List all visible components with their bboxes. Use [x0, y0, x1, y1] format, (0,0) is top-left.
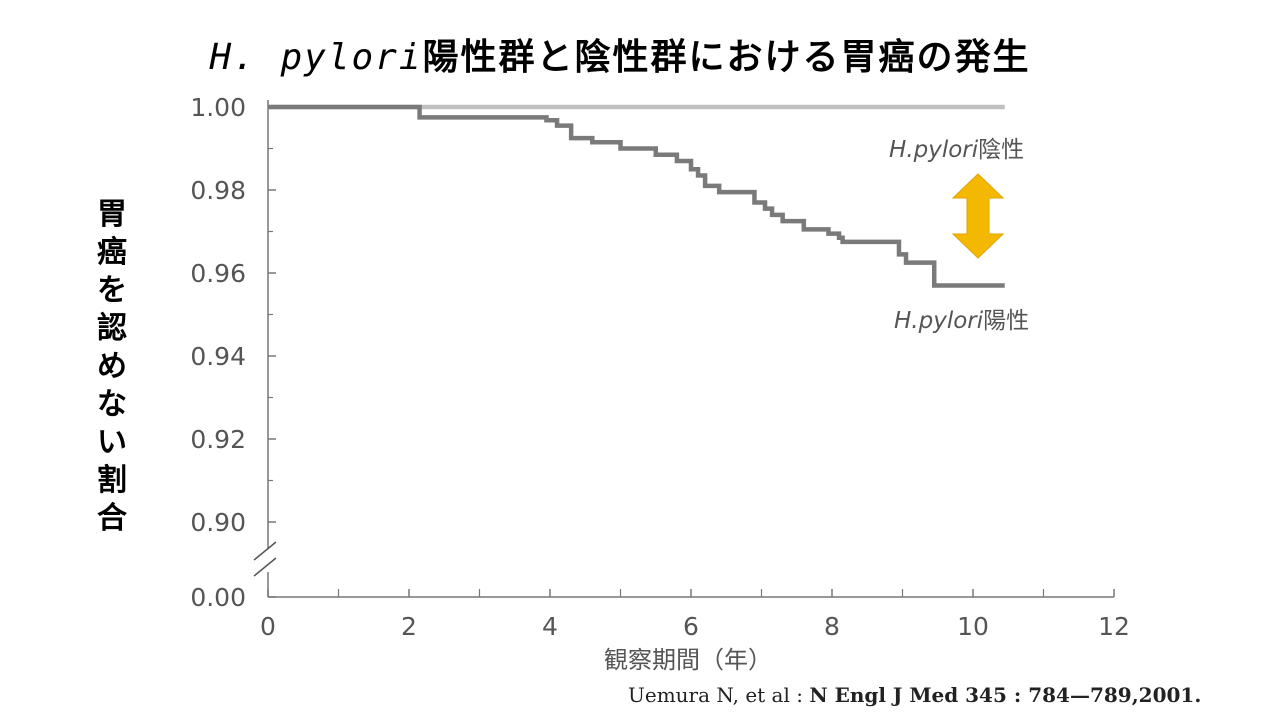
legend-label-negative-status: 陰性 [978, 137, 1024, 163]
x-tick-label: 8 [824, 612, 840, 641]
y-tick-label: 0.00 [190, 583, 246, 612]
y-tick-label: 0.94 [190, 342, 246, 371]
axis-break-mark [253, 557, 277, 577]
y-axis-label: 胃癌を認めない割合 [97, 197, 127, 536]
y-tick-label: 0.92 [190, 425, 246, 454]
citation-journal: N Engl J Med 345 : 784—789,2001. [809, 683, 1202, 707]
legend-label-negative: H.pylori陰性 [889, 137, 1024, 163]
axis-break-mark [253, 541, 277, 561]
y-tick-label: 0.96 [190, 259, 246, 288]
chart-title-rest: 陽性群と陰性群における胃癌の発生 [422, 37, 1031, 78]
x-tick-label: 0 [260, 612, 276, 641]
x-tick-label: 10 [957, 612, 989, 641]
y-tick-label: 0.98 [190, 176, 246, 205]
legend-label-positive: H.pylori陽性 [894, 308, 1029, 334]
x-tick-label: 2 [401, 612, 417, 641]
x-tick-label: 4 [542, 612, 558, 641]
double-arrow-icon [951, 173, 1005, 259]
legend-label-negative-species: H.pylori [889, 137, 979, 163]
legend-label-positive-status: 陽性 [983, 308, 1029, 334]
chart-title-species: H. pylori [209, 37, 423, 78]
legend-label-positive-species: H.pylori [894, 308, 984, 334]
citation: Uemura N, et al : N Engl J Med 345 : 784… [628, 683, 1201, 707]
chart-title: H. pylori陽性群と陰性群における胃癌の発生 [0, 28, 1240, 80]
y-tick-label: 1.00 [190, 93, 246, 122]
series-line-positive [268, 104, 1005, 288]
y-tick-label: 0.90 [190, 508, 246, 537]
x-tick-label: 12 [1098, 612, 1130, 641]
citation-authors: Uemura N, et al : [628, 683, 810, 707]
x-axis-label: 観察期間（年） [604, 646, 772, 674]
x-tick-label: 6 [683, 612, 699, 641]
